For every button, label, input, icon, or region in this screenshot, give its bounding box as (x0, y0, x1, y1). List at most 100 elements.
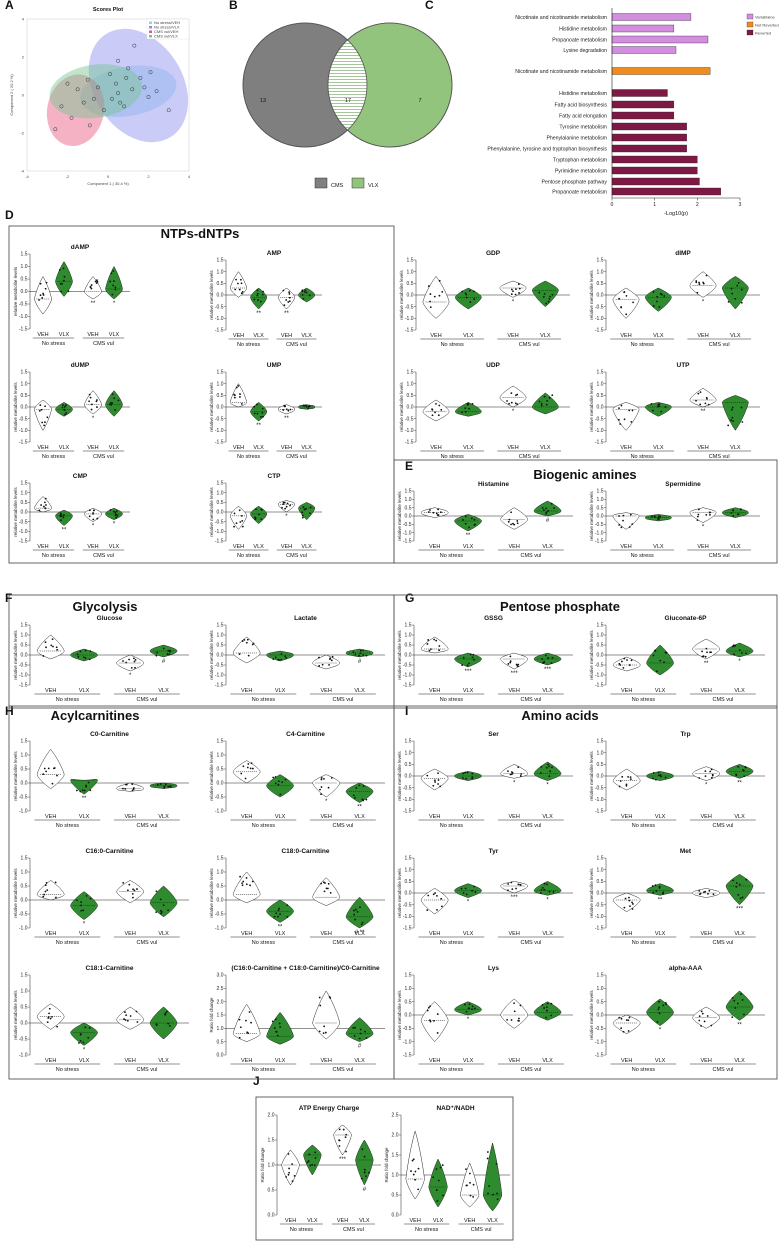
scores-point (69, 115, 74, 120)
violin-dot (365, 1037, 368, 1039)
violin-dot (130, 666, 133, 669)
plot-ytick-label: 1.5 (597, 856, 604, 862)
violin-dot (435, 639, 438, 642)
violin-dot (359, 1032, 362, 1035)
violin-dot (553, 507, 556, 510)
violin-dot (654, 649, 657, 652)
violin-dot (164, 783, 167, 786)
violin-dot (519, 1004, 522, 1007)
violin-dot (289, 408, 292, 411)
plot-ytick-label: 0.0 (21, 898, 28, 904)
violin-dot (710, 768, 713, 771)
plot-ytick-label: -1.0 (403, 797, 412, 803)
violin-dot (701, 650, 703, 653)
violin-dot (629, 778, 632, 781)
violin-dot (700, 1010, 703, 1013)
plot-ytick-label: 2.0 (217, 999, 224, 1005)
violin-dot (440, 897, 443, 900)
violin-dot (543, 509, 545, 511)
group-label-veh: VEH (697, 445, 708, 451)
group-no-stress: No stress (290, 1227, 313, 1233)
violin-dot (245, 877, 248, 879)
scores-ytick: 2 (22, 55, 25, 60)
pathway-bar (611, 187, 721, 196)
violin-dot (114, 409, 116, 411)
plot-ytick-label: 0.0 (597, 1013, 604, 1019)
group-cms-vul: CMS vul (709, 342, 730, 348)
violin-dot (95, 400, 98, 403)
violin-dot (273, 1027, 276, 1029)
violin-dot (241, 640, 244, 642)
scores-point (138, 75, 143, 80)
violin-dot (473, 1007, 476, 1010)
group-label-veh: VEH (430, 333, 441, 339)
violin-body (612, 402, 640, 431)
violin-dot (318, 1030, 321, 1033)
violin-body (645, 402, 672, 417)
group-label-veh: VEH (621, 814, 632, 820)
violin-dot (77, 655, 80, 658)
violin-dot (166, 653, 169, 655)
plot-ytick-label: 1.0 (405, 633, 412, 639)
violin-dot (78, 1042, 80, 1044)
violin-dot (428, 1006, 430, 1009)
violin-dot (363, 1155, 366, 1158)
violin-dot (622, 514, 625, 517)
violin-dot (439, 785, 442, 788)
violin-dot (486, 1151, 489, 1153)
violin-dot (275, 912, 278, 915)
violin-dot (631, 908, 634, 910)
group-label-veh: VEH (620, 333, 631, 339)
violin-dot (622, 666, 625, 669)
violin-dot (241, 882, 243, 885)
violin-dot (698, 281, 700, 284)
violin-dot (95, 282, 98, 284)
plot-ytick-label: 1.5 (21, 973, 28, 979)
violin-dot (116, 515, 119, 517)
violin-dot (273, 915, 276, 918)
violin-dot (62, 514, 65, 516)
group-label-vlx: VLX (542, 814, 553, 820)
group-label-vlx: VLX (655, 1058, 666, 1064)
pathway-label: Lysine degradation (563, 48, 607, 54)
group-label-vlx: VLX (59, 544, 70, 550)
group-cms-vul: CMS vul (332, 1067, 353, 1073)
violin-dot (302, 404, 305, 407)
violin-dot (547, 510, 549, 512)
violin-dot (301, 511, 304, 514)
violin-dot (704, 890, 707, 893)
c-legend-label: Reverted (755, 31, 771, 36)
group-label-vlx: VLX (253, 544, 264, 550)
violin-dot (360, 1177, 363, 1180)
plot-ytick-label: 0.5 (217, 767, 224, 773)
group-cms-vul: CMS vul (286, 553, 307, 559)
violin-body (116, 782, 144, 792)
violin-dot (625, 1019, 628, 1021)
pathway-label: Pyrimidine metabolism (555, 169, 607, 175)
plot-ytick-label: -0.5 (403, 663, 412, 669)
scores-point (53, 127, 58, 132)
violin-dot (48, 1012, 50, 1015)
violin-body (500, 507, 528, 530)
violin-dot (740, 406, 743, 409)
violin-dot (257, 299, 260, 301)
violin-dot (323, 890, 326, 893)
group-label-veh: VEH (321, 814, 332, 820)
violin-dot (429, 509, 431, 511)
violin-dot (622, 1030, 625, 1033)
violin-dot (544, 654, 547, 657)
violin-dot (307, 1160, 310, 1162)
violin-dot (658, 1006, 660, 1009)
violin-dot (654, 884, 657, 887)
group-label-veh: VEH (509, 931, 520, 937)
violin-dot (319, 1004, 322, 1007)
violin-body (722, 395, 749, 431)
group-cms-vul: CMS vul (93, 341, 114, 347)
violin-dot (436, 1200, 439, 1202)
plot-ytick-label: -1.5 (595, 683, 604, 689)
group-label-veh: VEH (45, 1058, 56, 1064)
venn-legend-cms: CMS (331, 183, 344, 189)
violin-dot (278, 1022, 281, 1025)
violin-dot (664, 1001, 667, 1004)
